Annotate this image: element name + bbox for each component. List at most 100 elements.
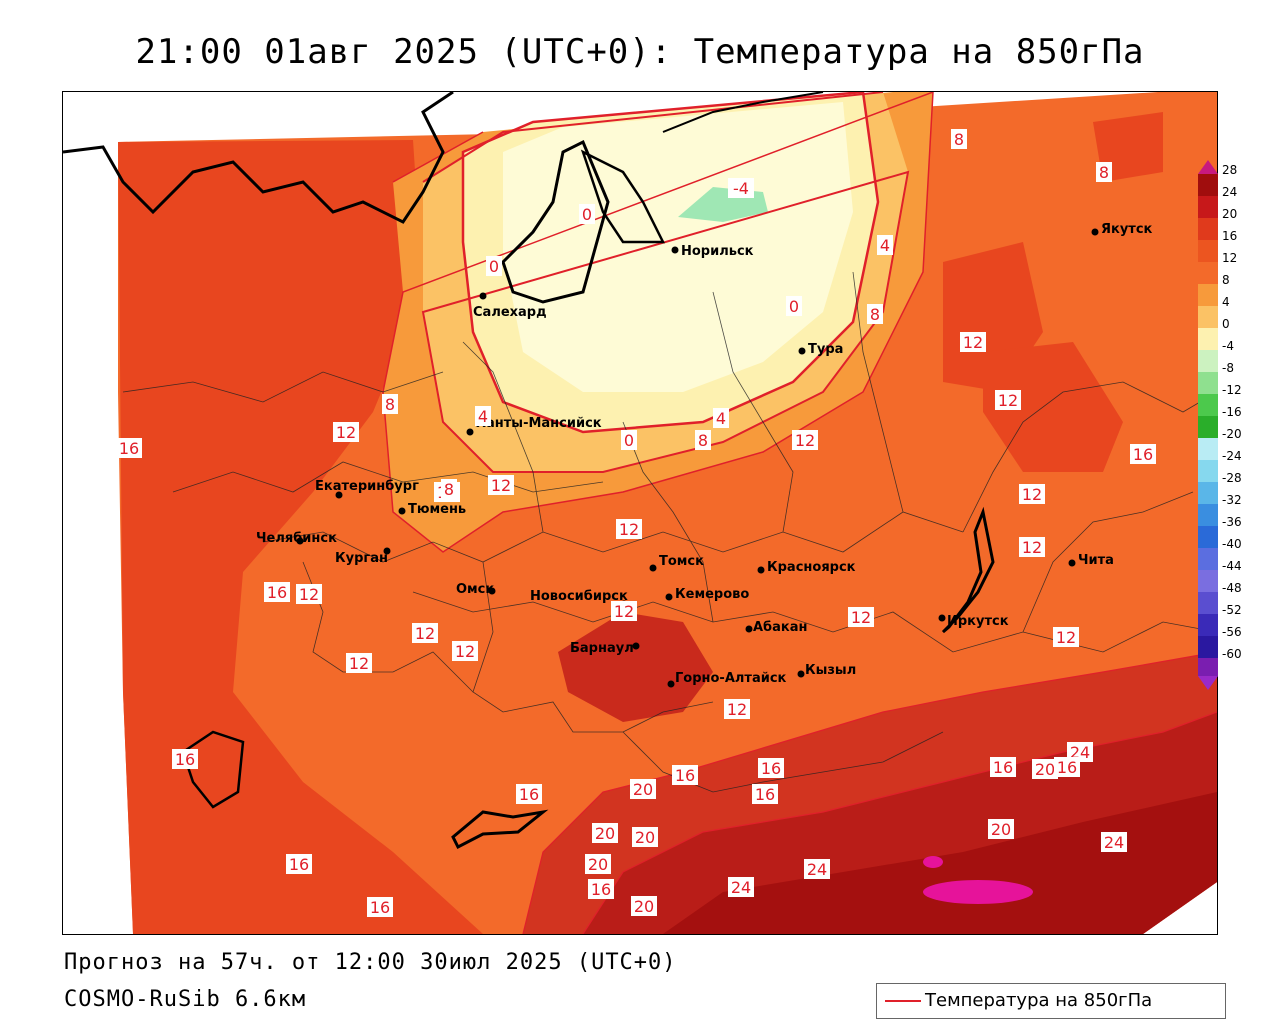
isotherm-label-bg [695, 430, 711, 450]
legend: Температура на 850гПа [876, 983, 1226, 1019]
isotherm-label: 0 [582, 205, 592, 224]
isotherm-label: 16 [289, 855, 309, 874]
city-labels: Норильск Якутск Салехард Тура Ханты-Манс… [256, 222, 1153, 686]
colorbar-tick: 20 [1222, 207, 1238, 221]
colorbar-tick: -48 [1222, 581, 1242, 595]
isotherm-label-bg [988, 819, 1014, 839]
city-label-gorno-altaysk: Горно-Алтайск [675, 671, 787, 686]
isotherm-label-bg [728, 877, 754, 897]
isotherm-label-bg [632, 827, 658, 847]
isotherm-label-bg [592, 823, 618, 843]
colorbar [1198, 160, 1218, 690]
isotherm-label: 12 [349, 654, 369, 673]
isotherm-label: 8 [954, 130, 964, 149]
isotherm-label-bg [804, 859, 830, 879]
isotherm-label-bg [792, 430, 818, 450]
isotherm-label: 24 [807, 860, 827, 879]
isotherm-label: 0 [489, 257, 499, 276]
isotherm-label: 8 [385, 395, 395, 414]
colorbar-tick: -24 [1222, 449, 1242, 463]
isotherm-label-bg [412, 623, 438, 643]
isotherm-label: 12 [795, 431, 815, 450]
isotherm-label: 12 [491, 476, 511, 495]
isotherm-label-bg [441, 479, 457, 499]
map-title: 21:00 01авг 2025 (UTC+0): Температура на… [135, 32, 1145, 72]
map-panel[interactable]: Норильск Якутск Салехард Тура Ханты-Манс… [62, 91, 1218, 935]
isotherm-label: 16 [675, 766, 695, 785]
isotherm-label-bg [1053, 627, 1079, 647]
city-label-yakutsk: Якутск [1101, 222, 1153, 237]
isotherm-label-bg [1101, 832, 1127, 852]
isotherm-label: 24 [1104, 833, 1124, 852]
isotherm-label-bg [848, 607, 874, 627]
temperature-map: Норильск Якутск Салехард Тура Ханты-Манс… [63, 92, 1217, 934]
city-label-chelyabinsk: Челябинск [256, 531, 337, 546]
isotherm-label-bg [1096, 162, 1112, 182]
isotherm-label: 20 [634, 897, 654, 916]
isotherm-label: 4 [880, 236, 890, 255]
isotherm-label-bg [1032, 759, 1058, 779]
isotherm-label: 24 [731, 878, 751, 897]
colorbar-tick: -44 [1222, 559, 1242, 573]
isotherm-label-bg [995, 390, 1021, 410]
isotherm-label-bg [616, 519, 642, 539]
isotherm-label: 12 [851, 608, 871, 627]
city-label-omsk: Омск [456, 582, 494, 597]
isotherm-label: 12 [1022, 538, 1042, 557]
isotherm-label-bg [1130, 444, 1156, 464]
colorbar-tick: 28 [1222, 163, 1238, 177]
isotherm-label: -4 [733, 179, 749, 198]
isotherm-labels: -488004081212168408412121512128812121212… [116, 129, 1156, 917]
isotherm-label-bg [516, 784, 542, 804]
isotherm-label-bg [1054, 757, 1080, 777]
isotherm-label-bg [579, 204, 595, 224]
isotherm-label-bg [631, 896, 657, 916]
colorbar-tick: -4 [1222, 339, 1234, 353]
colorbar-tick: 8 [1222, 273, 1230, 287]
isotherm-label-bg [346, 653, 372, 673]
city-label-yekaterinburg: Екатеринбург [315, 479, 419, 494]
isotherm-label: 12 [727, 700, 747, 719]
isotherm-label: 16 [755, 785, 775, 804]
legend-label: Температура на 850гПа [925, 990, 1153, 1011]
isotherm-label-bg [1019, 484, 1045, 504]
isotherm-label: 12 [1056, 628, 1076, 647]
isotherm-label: 16 [591, 880, 611, 899]
isotherm-label-bg [585, 854, 611, 874]
isotherm-label: 8 [1099, 163, 1109, 182]
isotherm-label-bg [724, 699, 750, 719]
isotherm-label: 12 [1022, 485, 1042, 504]
colorbar-tick: 0 [1222, 317, 1230, 331]
isotherm-label-bg [488, 475, 514, 495]
isotherm-label-bg [630, 779, 656, 799]
colorbar-tick: -32 [1222, 493, 1242, 507]
isotherm-label-bg [867, 304, 883, 324]
city-label-tura: Тура [808, 342, 843, 357]
city-label-barnaul: Барнаул [570, 641, 634, 656]
isotherm-label-bg [990, 757, 1016, 777]
isotherm-label: 16 [175, 750, 195, 769]
isotherm-label: 20 [633, 780, 653, 799]
colorbar-tick: -28 [1222, 471, 1242, 485]
city-label-salekhard: Салехард [473, 305, 547, 320]
isotherm-label-bg [264, 582, 290, 602]
isotherm-label-bg [728, 178, 754, 198]
isotherm-label-bg [752, 784, 778, 804]
isotherm-label-bg [116, 438, 142, 458]
isotherm-label-bg [333, 422, 359, 442]
isotherm-label-bg [1019, 537, 1045, 557]
isotherm-label: 8 [444, 480, 454, 499]
colorbar-tick: 24 [1222, 185, 1238, 199]
city-label-tomsk: Томск [659, 554, 704, 569]
isotherm-label: 4 [478, 407, 488, 426]
isotherm-label-bg [486, 256, 502, 276]
isotherm-label: 12 [455, 642, 475, 661]
isotherm-label-bg [786, 296, 802, 316]
colorbar-tick: 16 [1222, 229, 1238, 243]
isotherm-label: 4 [716, 409, 726, 428]
colorbar-tick: -36 [1222, 515, 1242, 529]
isotherm-label: 16 [1133, 445, 1153, 464]
city-label-krasnoyarsk: Красноярск [767, 560, 856, 575]
isotherm-label: 12 [336, 423, 356, 442]
isotherm-label: 12 [998, 391, 1018, 410]
